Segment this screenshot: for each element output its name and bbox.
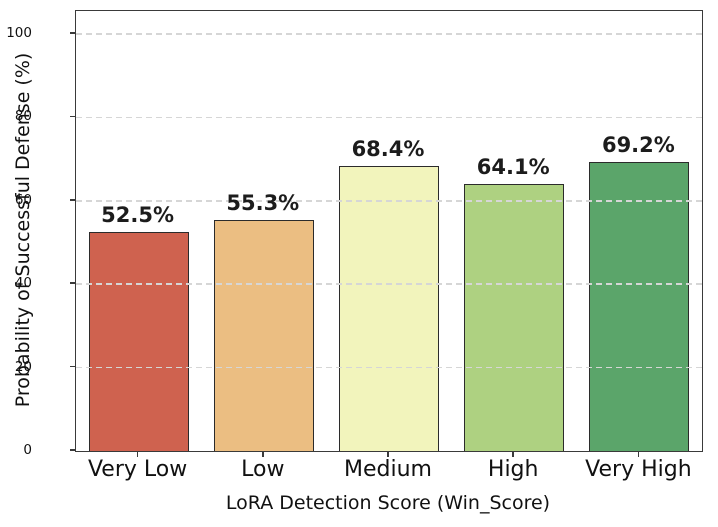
x-axis-label: LoRA Detection Score (Win_Score) (225, 492, 551, 514)
bar-medium (338, 165, 440, 451)
y-gridline (76, 33, 702, 35)
x-tick-mark (262, 451, 264, 457)
y-tick-label: 40 (14, 275, 32, 292)
bar-value-label: 55.3% (226, 191, 300, 216)
y-gridline (76, 116, 702, 119)
x-tick-label-low: Low (241, 457, 285, 482)
bar-value-label: 68.4% (351, 136, 425, 161)
bar-value-label: 64.1% (476, 154, 550, 179)
bar-very-low (88, 232, 189, 451)
x-tick-label-very-high: Very High (585, 457, 692, 482)
x-tick-mark (136, 451, 139, 457)
bar-value-label: 52.5% (101, 203, 175, 228)
y-tick-label: 0 (23, 442, 32, 458)
y-tick-label: 80 (14, 108, 32, 125)
y-tick-mark (70, 282, 75, 284)
y-tick-label: 20 (14, 358, 32, 375)
bar-value-label: 69.2% (601, 133, 675, 158)
bar-very-high (589, 162, 690, 451)
bar-high (464, 183, 565, 451)
x-tick-label-medium: Medium (344, 457, 432, 482)
plot-area (75, 10, 703, 452)
x-tick-mark (387, 451, 389, 457)
y-tick-mark (70, 198, 75, 201)
x-tick-mark (512, 451, 514, 457)
y-tick-label: 60 (14, 191, 32, 208)
bar-low (213, 220, 314, 451)
x-tick-label-very-low: Very Low (87, 457, 188, 482)
y-tick-mark (70, 115, 75, 118)
y-tick-mark (70, 365, 75, 368)
x-tick-mark (637, 451, 640, 457)
y-tick-mark (70, 32, 75, 34)
y-tick-label: 100 (6, 24, 32, 41)
x-tick-label-high: High (487, 457, 539, 482)
y-tick-mark (70, 449, 75, 451)
y-axis-label: Probability of Successful Defense (%) (12, 52, 34, 408)
